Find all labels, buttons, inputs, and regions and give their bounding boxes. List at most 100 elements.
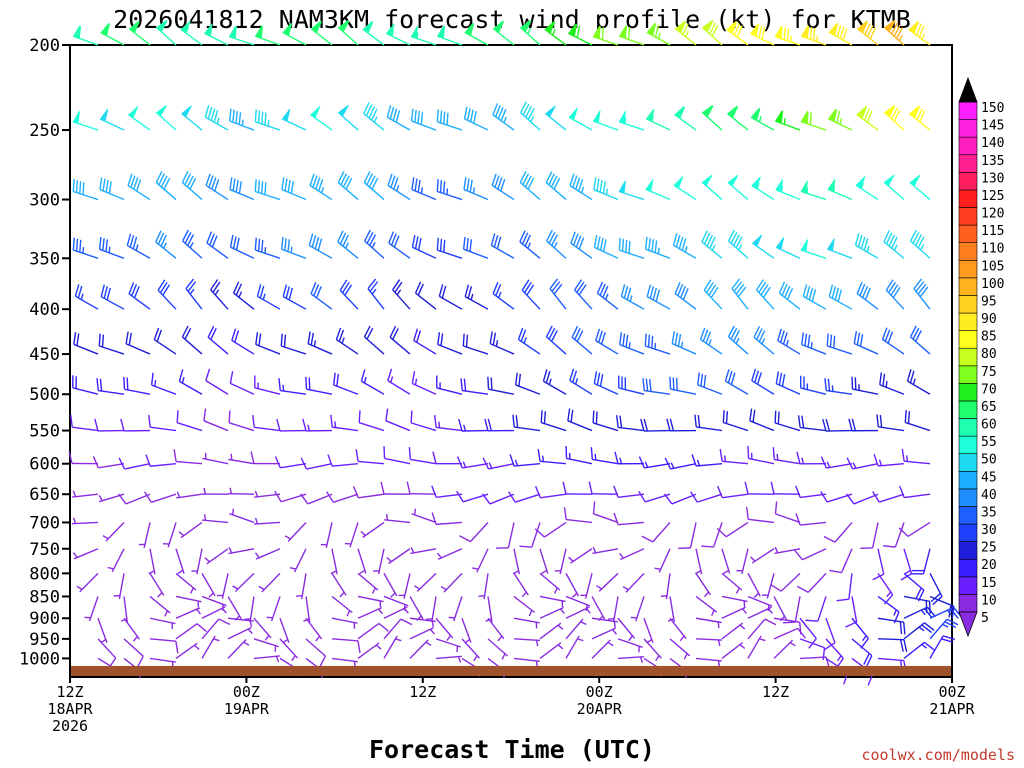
barb-flag — [281, 108, 291, 122]
barb-half — [108, 246, 111, 253]
barb-stem — [181, 336, 203, 355]
barb-stem — [281, 188, 307, 201]
barb-stem — [207, 336, 229, 355]
barb-full — [78, 25, 82, 39]
barb-stem — [305, 638, 326, 657]
barb-full — [363, 229, 371, 242]
wind-barb — [593, 371, 619, 395]
barb-half — [738, 244, 743, 251]
wind-barb — [72, 548, 99, 560]
barb-full — [259, 285, 265, 299]
barb-stem — [747, 573, 761, 597]
wind-barb — [800, 25, 827, 46]
wind-barb — [567, 408, 593, 432]
barb-full — [148, 414, 151, 428]
wind-barb — [227, 626, 253, 640]
wind-barb — [411, 234, 437, 259]
barb-full — [822, 418, 827, 432]
barb-full — [782, 332, 788, 345]
barb-stem — [487, 617, 505, 640]
barb-stem — [695, 548, 703, 575]
barb-stem — [279, 618, 290, 643]
barb-full — [466, 108, 471, 121]
barb-stem — [879, 384, 905, 395]
barb-full — [809, 112, 812, 125]
barb-stem — [877, 638, 905, 641]
wind-barb — [569, 173, 593, 201]
wind-barb — [618, 110, 645, 131]
barb-full — [144, 491, 152, 503]
barb-stem — [877, 657, 904, 662]
barb-full — [436, 237, 439, 251]
barb-full — [884, 329, 891, 342]
barb-full — [730, 327, 738, 340]
wind-barb — [699, 327, 723, 355]
barb-flag — [828, 22, 838, 36]
barb-stem — [539, 572, 561, 591]
barb-half — [154, 380, 157, 387]
wind-barb — [751, 234, 775, 259]
x-tick-label: 18APR — [47, 700, 93, 718]
barb-full — [120, 418, 125, 432]
barb-full — [229, 371, 234, 384]
barb-stem — [817, 596, 827, 622]
wind-barb — [799, 375, 827, 395]
barb-full — [600, 332, 606, 345]
barb-full — [153, 327, 160, 340]
credit-link[interactable]: coolwx.com/models — [861, 746, 1015, 764]
wind-barb — [673, 176, 697, 201]
wind-barb — [435, 655, 462, 663]
wind-barb — [380, 481, 411, 495]
barb-stem — [885, 289, 905, 310]
barb-full — [491, 173, 497, 186]
barb-full — [355, 449, 359, 462]
wind-barb — [716, 521, 749, 538]
barb-half — [503, 116, 507, 124]
barb-full — [82, 182, 85, 195]
wind-barb — [641, 521, 671, 543]
barb-half — [651, 115, 654, 122]
barb-stem — [695, 617, 722, 624]
wind-barb — [827, 179, 853, 201]
barb-full — [774, 501, 778, 514]
barb-full — [551, 281, 561, 292]
barb-full — [781, 374, 786, 387]
barb-stem — [412, 246, 437, 259]
wind-barb — [591, 596, 606, 621]
barb-stem — [531, 522, 541, 548]
barb-stem — [540, 460, 567, 465]
barb-stem — [201, 635, 216, 659]
barb-stem — [488, 463, 515, 470]
barb-full — [380, 481, 385, 495]
wind-barb — [491, 173, 515, 201]
barb-stem — [201, 573, 216, 597]
barb-full — [674, 281, 681, 294]
barb-stem — [721, 606, 746, 619]
barb-full — [495, 284, 502, 296]
wind-barb — [508, 491, 541, 503]
wind-barb — [331, 638, 361, 654]
barb-half — [756, 182, 760, 190]
wind-barb — [664, 457, 697, 470]
wind-barb — [123, 617, 140, 642]
barb-full — [433, 415, 437, 428]
colorbar-label: 140 — [981, 136, 1004, 151]
wind-barb — [774, 546, 801, 555]
barb-full — [833, 109, 838, 122]
barb-half — [711, 609, 715, 617]
barb-full — [431, 512, 437, 525]
barb-full — [393, 235, 400, 248]
wind-barb — [800, 180, 827, 201]
wind-barb — [826, 333, 853, 355]
barb-half — [189, 587, 194, 594]
barb-full — [410, 108, 414, 122]
barb-stem — [800, 387, 827, 395]
barb-stem — [206, 548, 229, 565]
barb-stem — [387, 380, 411, 395]
wind-barb — [822, 418, 853, 432]
barb-half — [196, 608, 202, 615]
barb-full — [681, 238, 687, 251]
wind-barb — [128, 20, 151, 46]
wind-barb — [909, 325, 931, 355]
barb-full — [710, 286, 719, 298]
